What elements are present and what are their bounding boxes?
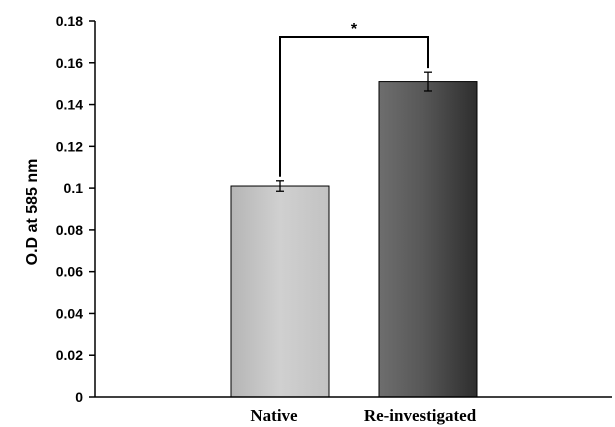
- bar-native: [230, 185, 330, 398]
- y-tick-label: 0.18: [56, 13, 83, 29]
- significance-star: *: [351, 21, 358, 38]
- error-bars: [276, 71, 432, 192]
- category-label: Native: [250, 406, 298, 425]
- y-axis-ticks: 0 0.02 0.04 0.06 0.08 0.1 0.12 0.14 0.16 0.18: [56, 13, 95, 405]
- significance-bracket-line: [279, 36, 429, 177]
- y-tick-label: 0: [75, 389, 83, 405]
- bars: [230, 81, 478, 398]
- y-tick-label: 0.02: [56, 347, 83, 363]
- category-label: Re-investigated: [364, 406, 477, 425]
- y-tick-label: 0.08: [56, 222, 83, 238]
- y-tick-label: 0.1: [64, 180, 84, 196]
- significance-bracket: *: [279, 21, 429, 177]
- y-tick-label: 0.12: [56, 138, 83, 154]
- y-tick-label: 0.04: [56, 305, 83, 321]
- y-tick-label: 0.06: [56, 264, 83, 280]
- y-tick-label: 0.16: [56, 55, 83, 71]
- bar-re-investigated: [378, 81, 478, 398]
- category-labels: Native Re-investigated: [250, 406, 476, 425]
- y-axis-label: O.D at 585 nm: [24, 159, 41, 266]
- y-tick-label: 0.14: [56, 97, 83, 113]
